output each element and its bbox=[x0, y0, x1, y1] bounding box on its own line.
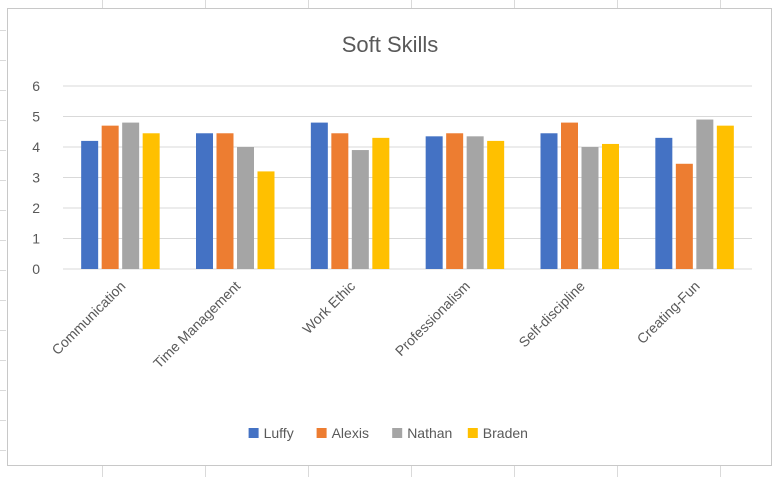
sheet-row-line bbox=[0, 300, 6, 301]
bar-nathan[interactable] bbox=[466, 136, 484, 269]
bar-luffy[interactable] bbox=[425, 136, 443, 269]
chart-title[interactable]: Soft Skills bbox=[342, 32, 439, 57]
bar-alexis[interactable] bbox=[675, 163, 693, 269]
sheet-row-line bbox=[0, 270, 6, 271]
bar-nathan[interactable] bbox=[237, 147, 254, 269]
bar-series bbox=[81, 119, 734, 270]
bar-luffy[interactable] bbox=[81, 140, 99, 269]
bar-braden[interactable] bbox=[716, 125, 734, 270]
bar-luffy[interactable] bbox=[540, 133, 558, 269]
x-category-label: Time Management bbox=[150, 278, 244, 372]
legend-item-luffy[interactable]: Luffy bbox=[248, 425, 294, 441]
y-tick-label: 3 bbox=[32, 170, 40, 186]
bar-braden[interactable] bbox=[257, 171, 275, 269]
legend[interactable]: Luffy Alexis Nathan Braden bbox=[248, 425, 528, 441]
sheet-row-line bbox=[0, 420, 6, 421]
legend-swatch bbox=[467, 428, 478, 438]
sheet-row-line bbox=[0, 360, 6, 361]
legend-item-nathan[interactable]: Nathan bbox=[392, 425, 452, 441]
x-axis-category-labels: Communication Time Management Work Ethic Pr… bbox=[48, 278, 702, 372]
bar-braden[interactable] bbox=[142, 133, 160, 269]
series-nathan[interactable] bbox=[122, 119, 714, 269]
sheet-row-line bbox=[0, 30, 6, 31]
x-category-label: Self-discipline bbox=[515, 278, 588, 351]
sheet-row-line bbox=[0, 210, 6, 211]
sheet-row-line bbox=[0, 120, 6, 121]
x-category-label: Communication bbox=[48, 278, 128, 358]
sheet-row-line bbox=[0, 240, 6, 241]
sheet-row-line bbox=[0, 390, 6, 391]
y-tick-label: 2 bbox=[32, 200, 40, 216]
legend-label: Braden bbox=[483, 425, 528, 441]
y-tick-label: 5 bbox=[32, 109, 40, 125]
legend-label: Alexis bbox=[332, 425, 369, 441]
series-braden[interactable] bbox=[142, 125, 734, 270]
y-tick-label: 1 bbox=[32, 231, 40, 247]
y-tick-label: 6 bbox=[32, 78, 40, 94]
bar-braden[interactable] bbox=[372, 137, 390, 269]
bar-luffy[interactable] bbox=[310, 122, 328, 269]
sheet-row-line bbox=[0, 180, 6, 181]
y-axis-tick-labels: 0 1 2 3 4 5 6 bbox=[32, 78, 40, 277]
sheet-row-line bbox=[0, 60, 6, 61]
legend-swatch bbox=[392, 428, 403, 438]
legend-item-alexis[interactable]: Alexis bbox=[316, 425, 369, 441]
x-category-label: Professionalism bbox=[392, 278, 473, 359]
bar-luffy[interactable] bbox=[196, 133, 213, 269]
legend-label: Nathan bbox=[407, 425, 452, 441]
legend-item-braden[interactable]: Braden bbox=[467, 425, 528, 441]
bar-luffy[interactable] bbox=[655, 137, 673, 269]
bar-braden[interactable] bbox=[487, 140, 505, 269]
bar-nathan[interactable] bbox=[122, 122, 140, 269]
x-category-label: Work Ethic bbox=[299, 278, 358, 337]
legend-swatch bbox=[316, 428, 327, 438]
bar-nathan[interactable] bbox=[351, 150, 369, 269]
x-category-label: Creating-Fun bbox=[634, 278, 703, 347]
bar-braden[interactable] bbox=[602, 143, 619, 269]
series-luffy[interactable] bbox=[81, 122, 673, 269]
legend-swatch bbox=[248, 428, 259, 438]
legend-label: Luffy bbox=[264, 425, 294, 441]
bar-alexis[interactable] bbox=[216, 133, 234, 269]
sheet-row-line bbox=[0, 330, 6, 331]
bar-alexis[interactable] bbox=[331, 133, 349, 269]
sheet-row-line bbox=[0, 450, 6, 451]
bar-alexis[interactable] bbox=[446, 133, 464, 269]
bar-nathan[interactable] bbox=[696, 119, 714, 269]
bar-nathan[interactable] bbox=[581, 147, 599, 269]
y-tick-label: 4 bbox=[32, 139, 40, 155]
sheet-row-line bbox=[0, 90, 6, 91]
sheet-row-line bbox=[0, 150, 6, 151]
y-gridlines bbox=[63, 85, 752, 270]
y-tick-label: 0 bbox=[32, 261, 40, 277]
series-alexis[interactable] bbox=[101, 122, 693, 270]
bar-alexis[interactable] bbox=[101, 125, 119, 270]
bar-alexis[interactable] bbox=[561, 122, 578, 269]
